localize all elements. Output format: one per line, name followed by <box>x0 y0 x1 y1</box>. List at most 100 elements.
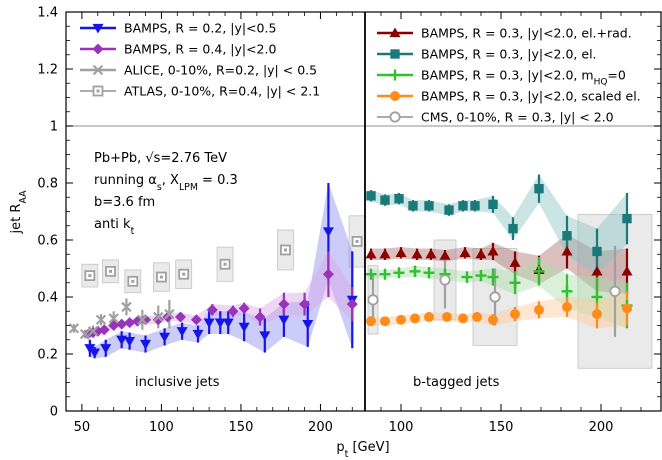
data-point <box>108 320 120 331</box>
data-point <box>475 248 487 259</box>
data-point <box>280 244 291 256</box>
marker-inner <box>182 272 186 276</box>
data-point <box>156 271 167 283</box>
uncertainty-band-2 <box>371 257 627 329</box>
data-point <box>411 248 423 259</box>
legend-label: BAMPS, R = 0.3, |y|<2.0, mHQ=0 <box>421 68 626 88</box>
data-point <box>127 275 139 287</box>
data-point <box>489 291 501 303</box>
legend-entry-left-0: BAMPS, R = 0.2, |y|<0.5 <box>80 21 276 36</box>
data-point <box>299 298 311 310</box>
data-point <box>458 313 468 324</box>
data-point <box>562 231 572 241</box>
x-tick-label: 50 <box>74 420 91 435</box>
data-point <box>367 294 379 306</box>
series-1-points <box>366 184 632 257</box>
axes-frame <box>65 11 662 412</box>
marker-stroke-b <box>164 308 175 320</box>
data-point <box>380 316 390 327</box>
marker-inner <box>88 274 92 278</box>
data-point <box>206 304 218 316</box>
legend-marker <box>92 64 104 76</box>
data-point <box>439 274 451 286</box>
y-tick-label: 1.4 <box>37 6 58 21</box>
marker-stroke-b <box>137 314 148 325</box>
data-point <box>425 248 437 259</box>
panel-inclusive-jets: 50 100 150 200 0 0.2 0.4 0.6 0.8 1 1.2 1.4 inclusive… <box>37 6 365 435</box>
y-axis-title: jet RAA <box>9 190 29 235</box>
marker-stroke-b <box>121 301 132 313</box>
data-point <box>140 314 152 326</box>
data-point <box>351 236 363 247</box>
data-point <box>322 268 334 280</box>
marker-stroke-b <box>68 323 80 334</box>
panel-label: b-tagged jets <box>413 375 500 390</box>
data-point <box>461 271 473 283</box>
legend-label: BAMPS, R = 0.3, |y|<2.0, scaled el. <box>421 89 641 104</box>
marker-inner <box>96 89 100 93</box>
x-tick-label: 200 <box>589 420 614 435</box>
data-point <box>116 335 128 346</box>
data-point <box>124 317 136 329</box>
x-tick-label: 200 <box>308 420 333 435</box>
data-point <box>89 348 101 359</box>
legend-entry-right-1: BAMPS, R = 0.3, |y|<2.0, el. <box>377 47 597 62</box>
data-point <box>423 267 435 279</box>
data-point <box>472 312 482 322</box>
data-point <box>100 344 112 354</box>
legend-entry-left-1: BAMPS, R = 0.4, |y|<2.0 <box>80 42 276 57</box>
y-tick-label: 1.2 <box>37 63 58 78</box>
data-point <box>222 318 234 329</box>
legend-entry-right-0: BAMPS, R = 0.3, |y|<2.0, el.+rad. <box>377 26 632 41</box>
data-point <box>424 201 434 211</box>
data-point <box>153 311 164 323</box>
y-tick-label: 0.2 <box>37 348 58 363</box>
data-point <box>238 322 250 333</box>
series-2-points <box>365 265 633 312</box>
data-point <box>87 326 99 337</box>
data-point <box>98 324 110 336</box>
data-point <box>259 331 271 341</box>
data-point <box>394 194 404 204</box>
legend-label: BAMPS, R = 0.4, |y|<2.0 <box>124 42 276 57</box>
series-3-points <box>366 302 632 327</box>
marker-stroke-b <box>95 314 107 325</box>
data-point <box>192 329 204 340</box>
physics-annotations: Pb+Pb, √s=2.76 TeV running αs, XLPM = 0.3… <box>94 151 238 237</box>
plot-area <box>66 125 365 359</box>
marker-stroke-b <box>79 328 91 340</box>
data-point <box>346 298 358 310</box>
x-ticks: 50 100 150 200 <box>65 12 353 435</box>
data-point <box>95 314 107 325</box>
annotation-line: b=3.6 fm <box>94 195 155 210</box>
legend-marker <box>92 23 104 34</box>
data-point <box>487 245 499 256</box>
legend-marker <box>390 49 400 59</box>
data-point <box>622 303 632 314</box>
x-tick-label: 100 <box>389 420 414 435</box>
y-tick-label: 0.6 <box>37 234 58 249</box>
data-point <box>178 268 190 280</box>
data-point <box>214 318 226 329</box>
legend-marker <box>92 85 104 97</box>
data-point <box>79 328 91 340</box>
data-point <box>116 318 128 330</box>
marker-inner <box>223 262 227 266</box>
data-point <box>365 268 377 280</box>
series-1-points <box>82 268 358 340</box>
marker-inner <box>131 279 135 283</box>
x-ticks: 100 150 200 <box>380 12 662 435</box>
annotation-line: Pb+Pb, √s=2.76 TeV <box>94 151 227 166</box>
data-point <box>510 309 520 320</box>
series-0-points <box>365 245 633 276</box>
data-point <box>488 314 498 325</box>
uncertainty-band-0 <box>371 234 627 295</box>
legend-entry-right-4: CMS, 0-10%, R = 0.3, |y| < 2.0 <box>377 110 614 125</box>
legend-label: BAMPS, R = 0.3, |y|<2.0, el. <box>421 47 597 62</box>
x-tick-label: 150 <box>489 420 514 435</box>
data-point <box>439 250 451 260</box>
y-tick-label: 0.4 <box>37 291 58 306</box>
data-point <box>409 265 421 277</box>
uncertainty-band-1 <box>371 174 627 275</box>
data-point <box>365 248 377 259</box>
